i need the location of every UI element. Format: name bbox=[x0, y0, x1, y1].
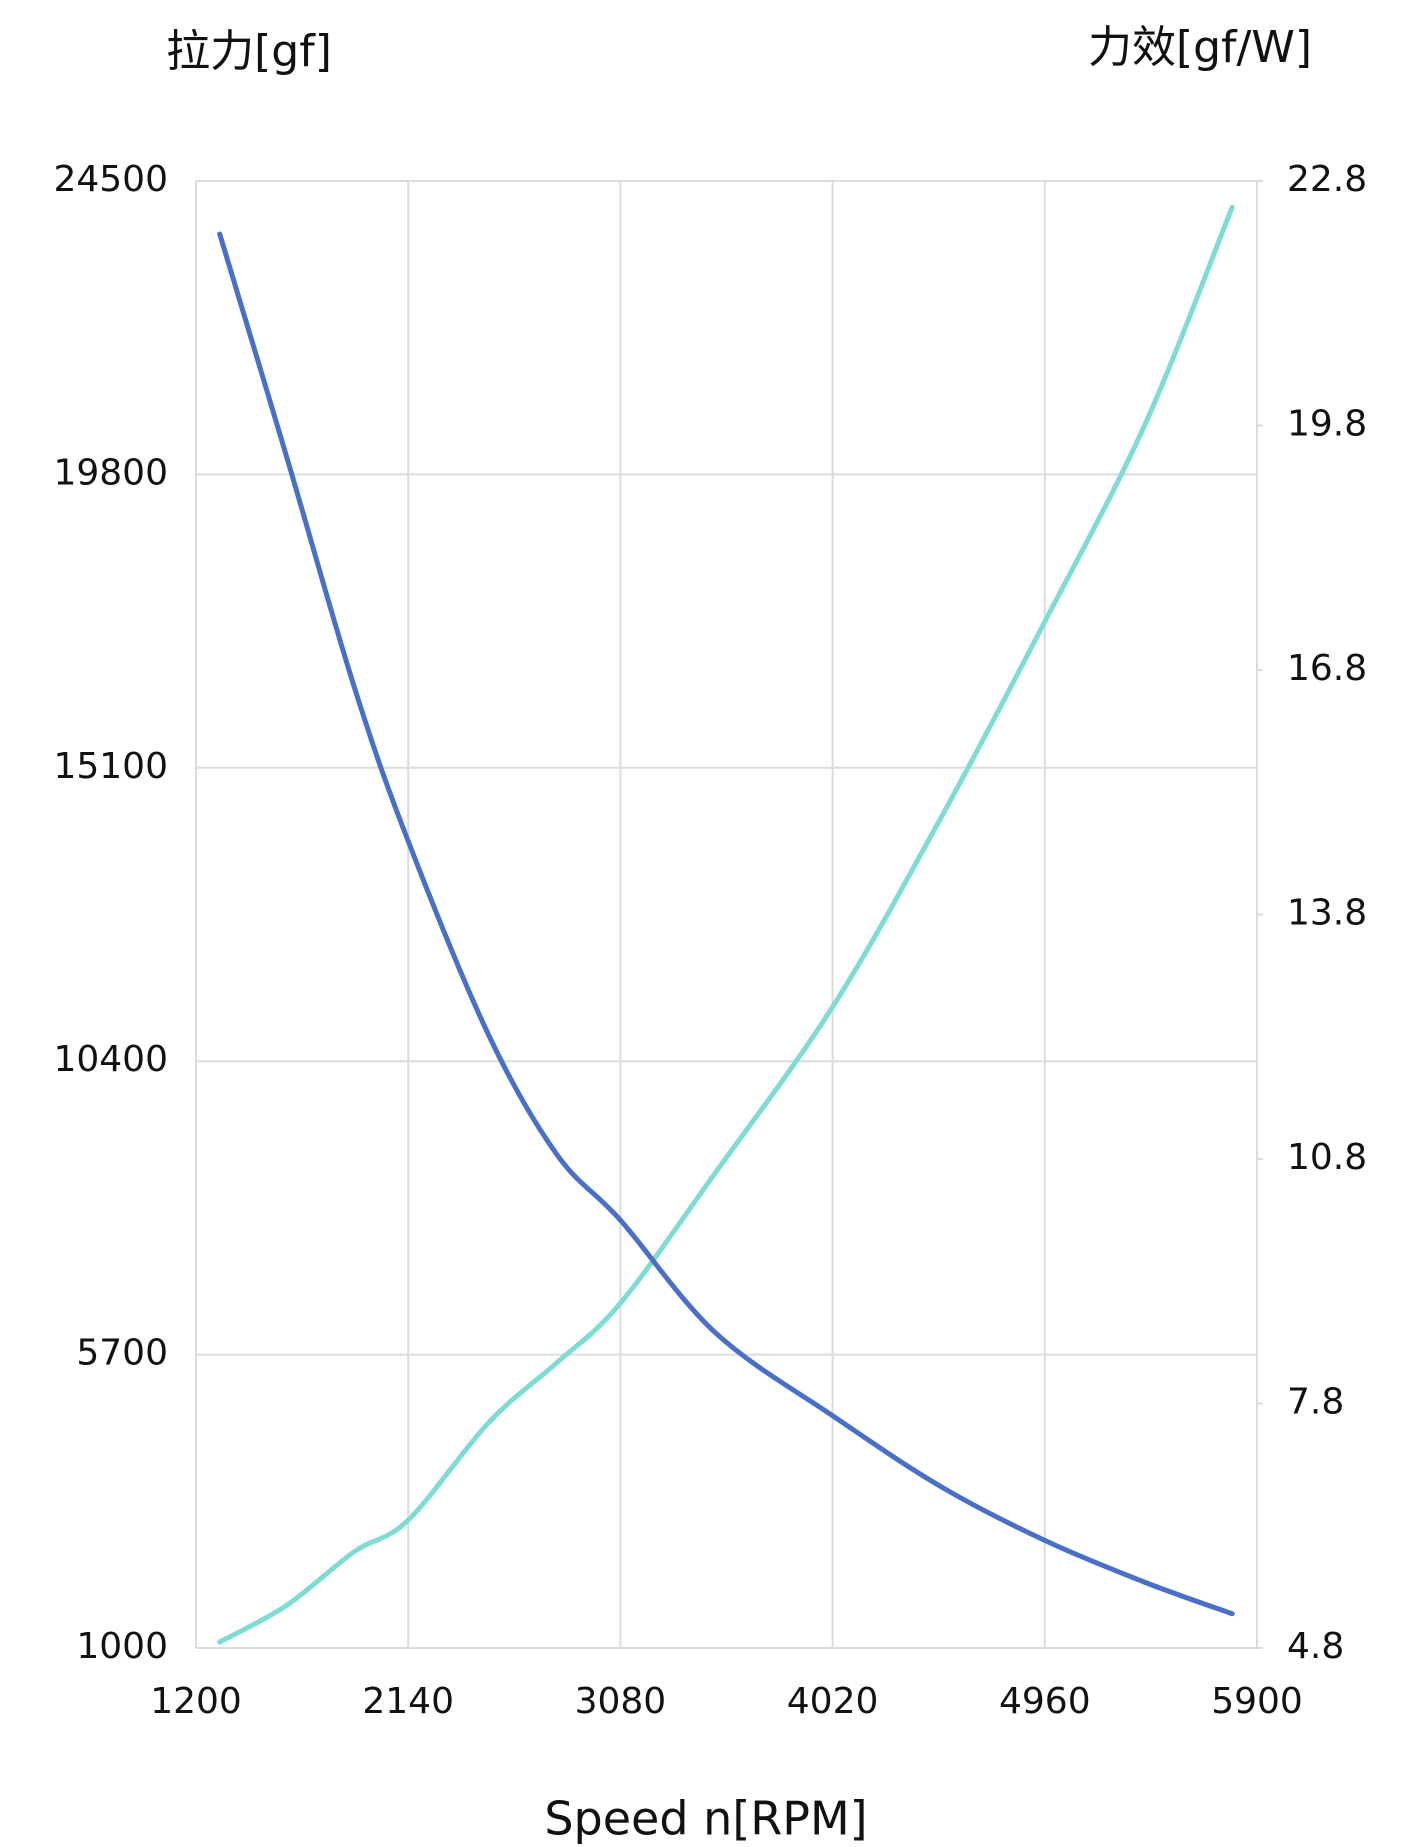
y2-tick-label: 10.8 bbox=[1287, 1137, 1367, 1178]
y2-tick-label: 13.8 bbox=[1287, 893, 1367, 934]
x-tick-label: 2140 bbox=[362, 1681, 454, 1722]
x-axis-title: Speed n[RPM] bbox=[544, 1792, 867, 1846]
y2-axis-title: 力效[gf/W] bbox=[1088, 22, 1312, 73]
y-tick-label: 19800 bbox=[53, 452, 168, 493]
x-tick-label: 3080 bbox=[575, 1681, 667, 1722]
y-tick-label: 5700 bbox=[76, 1333, 168, 1374]
x-tick-label: 4020 bbox=[787, 1681, 879, 1722]
y2-tick-label: 22.8 bbox=[1287, 159, 1367, 200]
y2-tick-label: 19.8 bbox=[1287, 404, 1367, 445]
y2-tick-label: 16.8 bbox=[1287, 648, 1367, 689]
y2-tick-label: 4.8 bbox=[1287, 1626, 1344, 1667]
y2-tick-label: 7.8 bbox=[1287, 1382, 1344, 1423]
y-tick-label: 10400 bbox=[53, 1039, 168, 1080]
y-axis-title: 拉力[gf] bbox=[166, 26, 332, 77]
y-tick-label: 15100 bbox=[53, 746, 168, 787]
x-tick-label: 1200 bbox=[150, 1681, 242, 1722]
series-line bbox=[217, 231, 1235, 1617]
y-tick-label: 24500 bbox=[53, 159, 168, 200]
y-tick-label: 1000 bbox=[76, 1626, 168, 1667]
series-line bbox=[217, 204, 1235, 1645]
x-tick-label: 4960 bbox=[999, 1681, 1091, 1722]
x-tick-label: 5900 bbox=[1211, 1681, 1303, 1722]
